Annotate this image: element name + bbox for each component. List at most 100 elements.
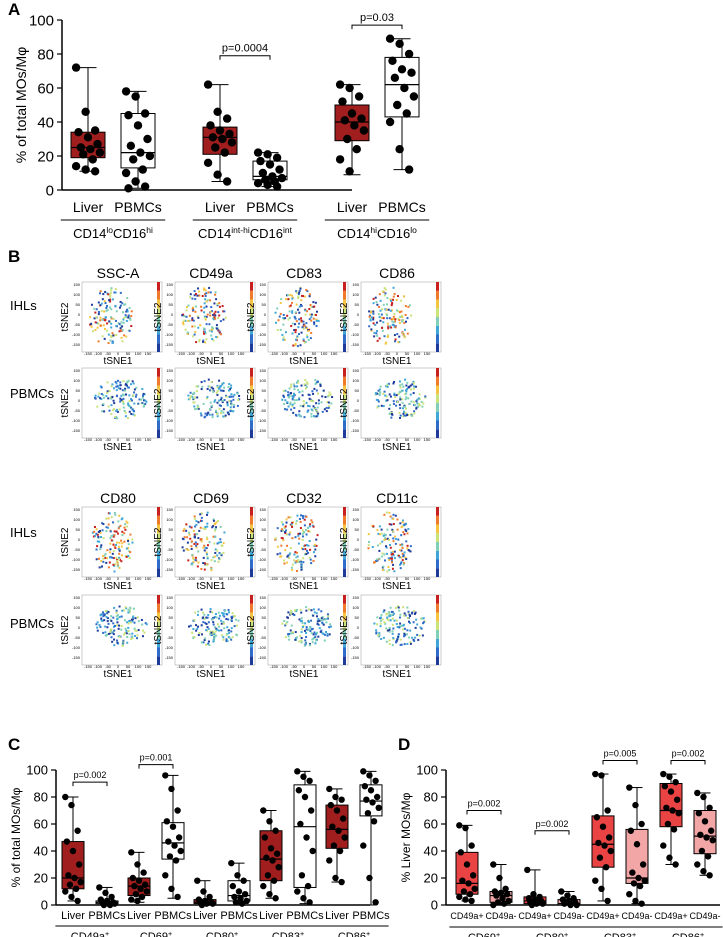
tsne-point-3-3-76 <box>406 606 409 609</box>
tsne-point-3-1-124 <box>206 616 209 619</box>
tsne-point-1-3-43 <box>393 392 396 395</box>
tsne-point-2-0-97 <box>118 548 121 551</box>
tsne-point-0-0-62 <box>110 289 113 292</box>
x-tick-3-0-5: 100 <box>135 664 142 669</box>
tsne-point-2-3-129 <box>389 515 392 518</box>
tsne-point-3-2-71 <box>287 635 290 638</box>
tsne-point-0-1-5 <box>192 306 195 309</box>
tsne-point-1-0-105 <box>122 406 125 409</box>
tsne-point-0-3-8 <box>410 314 413 317</box>
tsne-point-3-2-57 <box>311 627 314 630</box>
tsne-point-1-2-84 <box>287 396 290 399</box>
data-point-7-13 <box>706 872 713 879</box>
tsne-point-3-2-19 <box>317 608 320 611</box>
x-tick-3-3-6: 150 <box>424 664 431 669</box>
tsne-point-1-3-48 <box>412 401 415 404</box>
tsne-point-0-3-32 <box>392 315 395 318</box>
tsne-point-0-0-93 <box>101 335 104 338</box>
tsne-point-0-2-42 <box>291 311 294 314</box>
tsne-point-3-1-49 <box>206 629 209 632</box>
colorbar-0-0 <box>157 282 160 352</box>
colorbar-seg-3-1-3 <box>250 630 253 639</box>
y-tick-1-3-6: -150 <box>351 428 360 433</box>
colorbar-seg-1-2-7 <box>343 368 346 377</box>
tsne-point-0-1-44 <box>214 291 217 294</box>
colorbar-3-0 <box>157 595 160 665</box>
tsne-point-1-1-24 <box>197 407 200 410</box>
tsne-point-2-0-114 <box>121 554 124 557</box>
tsne-point-1-0-43 <box>119 387 122 390</box>
tsne-point-3-3-48 <box>391 644 394 647</box>
tsne-point-2-3-36 <box>393 557 396 560</box>
tsne-point-0-0-120 <box>120 321 123 324</box>
tsne-point-0-3-13 <box>387 327 390 330</box>
x-tick-1-1-3: 0 <box>210 437 213 442</box>
data-point-7-9 <box>698 847 706 855</box>
data-point-2-7 <box>137 885 144 892</box>
tsne-point-1-0-12 <box>138 398 141 401</box>
data-point-3-11 <box>253 179 263 188</box>
tsne-point-0-2-123 <box>310 316 313 319</box>
colorbar-seg-1-3-4 <box>436 394 439 403</box>
tsne-point-0-3-4 <box>382 321 385 324</box>
tsne-point-1-0-24 <box>130 412 133 415</box>
tsne-point-1-3-108 <box>403 414 406 417</box>
y-tick-0-3-0: 150 <box>352 282 359 287</box>
tsne-point-0-2-50 <box>279 301 282 304</box>
tsne-point-2-3-113 <box>401 521 404 524</box>
tsne-point-1-0-110 <box>94 396 97 399</box>
tsne-point-2-0-10 <box>115 556 118 559</box>
tsne-point-0-0-10 <box>104 301 107 304</box>
tsne-point-3-3-99 <box>414 626 417 629</box>
tsne-point-2-2-8 <box>294 551 297 554</box>
tsne-point-1-1-21 <box>238 395 241 398</box>
tsne-point-0-2-68 <box>300 294 303 297</box>
significance-bracket-2 <box>602 760 638 765</box>
tsne-point-3-2-65 <box>299 608 302 611</box>
data-point-7-7 <box>703 834 710 841</box>
data-point-2-8 <box>227 138 237 147</box>
data-point-9-8 <box>375 804 382 811</box>
y-tick-3-0-1: 100 <box>73 605 80 610</box>
tsne-point-0-1-90 <box>218 331 221 334</box>
tsne-point-0-0-82 <box>104 327 107 330</box>
tsne-point-1-3-125 <box>379 391 382 394</box>
tsne-point-0-0-29 <box>109 300 112 303</box>
tsne-point-0-1-20 <box>214 310 217 313</box>
tsne-point-0-3-112 <box>393 313 396 316</box>
significance-label-3: p=0.002 <box>672 749 705 759</box>
tsne-point-1-1-5 <box>232 395 235 398</box>
tsne-point-0-1-107 <box>217 311 220 314</box>
tsne-point-2-2-138 <box>308 525 311 528</box>
data-point-1-0 <box>121 87 131 96</box>
data-point-3-1 <box>263 150 272 159</box>
tsne-point-0-3-68 <box>370 316 373 319</box>
data-point-8-2 <box>338 796 345 803</box>
tsne-point-3-3-53 <box>391 613 394 616</box>
tsne-point-0-2-134 <box>305 288 308 291</box>
tsne-point-1-3-64 <box>382 405 385 408</box>
y-tick-0-0-4: -50 <box>74 322 81 327</box>
colorbar-seg-2-3-3 <box>436 542 439 551</box>
tsne-point-3-1-122 <box>211 611 214 614</box>
data-point-0-9 <box>66 881 74 888</box>
tsne-point-3-1-2 <box>210 634 213 637</box>
tsne-point-0-3-109 <box>391 323 394 326</box>
tsne-point-3-3-121 <box>398 616 401 619</box>
tsne-point-0-2-34 <box>298 289 301 292</box>
tsne-point-0-3-135 <box>397 341 400 344</box>
group-label-2: CD83+ <box>604 930 636 937</box>
tsne-point-1-0-15 <box>112 399 115 402</box>
tsne-point-0-1-27 <box>203 332 206 335</box>
x-tick-0-2-4: 50 <box>312 351 317 356</box>
tsne-point-3-1-63 <box>226 640 229 643</box>
x-tick-2-1-6: 150 <box>238 576 245 581</box>
tsne-point-1-3-28 <box>399 407 402 410</box>
tsne-point-1-1-44 <box>200 381 203 384</box>
tsne-point-3-1-8 <box>223 627 226 630</box>
tsne-point-1-2-116 <box>309 398 312 401</box>
x-tick-0-2-3: 0 <box>303 351 306 356</box>
tsne-point-3-2-99 <box>329 623 332 626</box>
tsne-point-3-0-1 <box>133 621 136 624</box>
